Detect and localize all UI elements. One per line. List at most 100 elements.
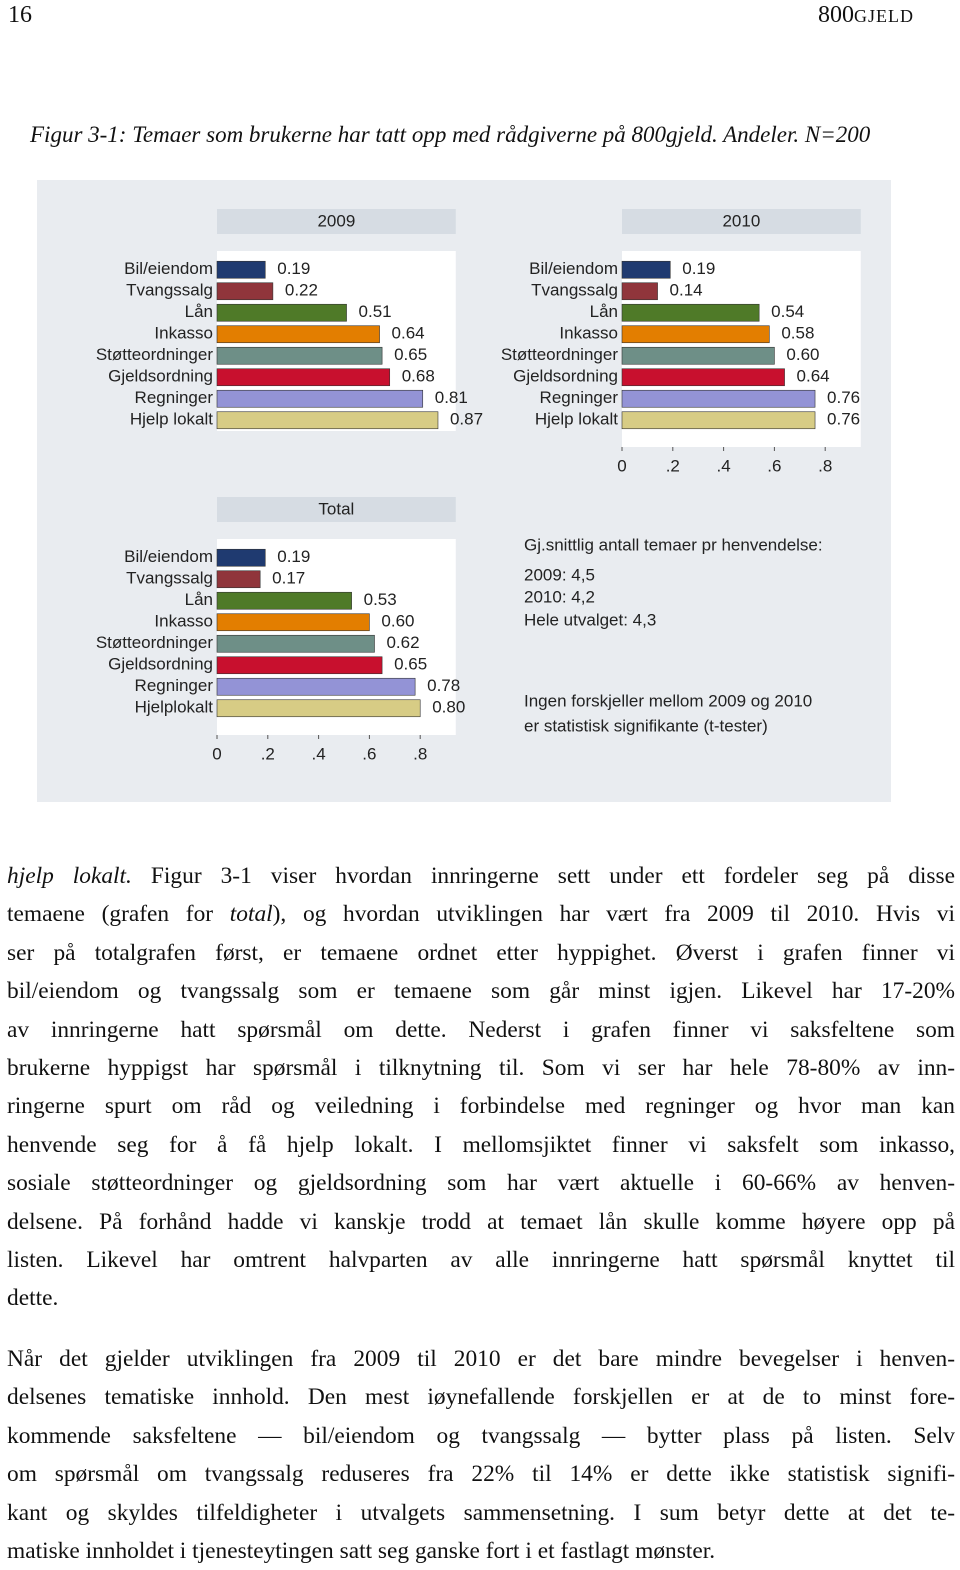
text: kommende saksfeltene — bil/eiendom og tv… — [7, 1422, 955, 1449]
bar — [621, 325, 770, 344]
category-label: Lån — [185, 302, 213, 321]
category-label: Regninger — [135, 676, 214, 695]
value-label: 0.17 — [272, 569, 305, 588]
text: av innringerne hatt spørsmål om dette. N… — [7, 1016, 955, 1043]
category-label: Hjelp lokalt — [130, 410, 213, 429]
x-tick-label: 0 — [212, 744, 221, 763]
text: kant og skyldes tilfeldigheter i utvalge… — [7, 1499, 955, 1526]
bar — [621, 260, 671, 279]
value-label: 0.65 — [394, 345, 427, 364]
bar — [621, 346, 775, 365]
bar — [216, 260, 266, 279]
category-label: Støtteordninger — [96, 345, 214, 364]
category-label: Tvangssalg — [531, 281, 618, 300]
x-tick-label: .8 — [818, 456, 832, 475]
bar — [621, 282, 658, 301]
text: ser på totalgrafen først, er temaene ord… — [7, 939, 955, 966]
category-label: Gjeldsordning — [108, 655, 213, 674]
text-line: Når det gjelder utviklingen fra 2009 til… — [7, 1340, 955, 1378]
text-line: sosiale støtteordninger og gjeldsordning… — [7, 1164, 955, 1202]
category-label: Regninger — [540, 388, 619, 407]
value-label: 0.19 — [277, 259, 310, 278]
note: 2010: 4,2 — [524, 587, 595, 606]
value-label: 0.19 — [682, 259, 715, 278]
category-label: Bil/eiendom — [124, 259, 213, 278]
value-label: 0.54 — [771, 302, 804, 321]
category-label: Gjeldsordning — [513, 367, 618, 386]
category-label: Gjeldsordning — [108, 367, 213, 386]
page-number: 16 — [8, 2, 32, 28]
text-line: kant og skyldes tilfeldigheter i utvalge… — [7, 1494, 955, 1532]
text-line: temaene (grafen for total), og hvordan u… — [7, 895, 955, 933]
text-line: ringerne spurt om råd og veiledning i fo… — [7, 1087, 955, 1125]
category-label: Lån — [590, 302, 618, 321]
category-label: Inkasso — [154, 324, 213, 343]
figure-caption: Figur 3-1: Temaer som brukerne har tatt … — [30, 122, 871, 147]
bar — [216, 411, 439, 430]
text-line: dette. — [7, 1279, 955, 1317]
note: Gj.snittlig antall temaer pr henvendelse… — [524, 535, 823, 554]
value-label: 0.62 — [386, 633, 419, 652]
emphasis: hjelp lokalt. — [7, 863, 132, 889]
panel-title: 2010 — [722, 211, 760, 230]
brand-number: 800 — [818, 2, 854, 28]
x-tick-label: .2 — [261, 744, 275, 763]
value-label: 0.64 — [392, 324, 425, 343]
value-label: 0.53 — [364, 590, 397, 609]
text-line: kommende saksfeltene — bil/eiendom og tv… — [7, 1417, 955, 1455]
value-label: 0.58 — [781, 324, 814, 343]
x-tick-label: .4 — [312, 744, 326, 763]
panel-header — [217, 209, 456, 234]
value-label: 0.14 — [670, 281, 703, 300]
text: temaene (grafen for — [7, 901, 230, 928]
category-label: Hjelp lokalt — [535, 410, 618, 429]
text-line: bil/eiendom og tvangssalg som er temaene… — [7, 972, 955, 1010]
text-line: ser på totalgrafen først, er temaene ord… — [7, 934, 955, 972]
text: ringerne spurt om råd og veiledning i fo… — [7, 1093, 955, 1120]
bar — [216, 570, 261, 589]
value-label: 0.76 — [827, 388, 860, 407]
text: Figur 3-1 viser hvordan innringerne sett… — [131, 863, 956, 889]
bar — [216, 656, 383, 675]
emphasis: total — [229, 901, 273, 928]
bar — [216, 303, 347, 322]
category-label: Lån — [185, 590, 213, 609]
text: ), og hvordan utviklingen har vært fra 2… — [272, 901, 955, 928]
x-tick-label: .2 — [666, 456, 680, 475]
category-label: Støtteordninger — [501, 345, 619, 364]
text: brukerne hyppigst har spørsmål i tilknyt… — [7, 1054, 955, 1081]
x-tick-label: .8 — [413, 744, 427, 763]
note: er statistisk signifikante (t-tester) — [524, 716, 768, 735]
bar — [216, 677, 416, 696]
value-label: 0.60 — [786, 345, 819, 364]
brand: 800GJELD — [818, 2, 914, 29]
text-line: hjelp lokalt. Figur 3-1 viser hvordan in… — [7, 857, 955, 895]
bar — [216, 389, 424, 408]
value-label: 0.60 — [381, 612, 414, 631]
text: listen. Likevel har omtrent halvparten a… — [7, 1246, 955, 1273]
x-tick-label: .4 — [717, 456, 731, 475]
value-label: 0.65 — [394, 655, 427, 674]
bar — [216, 548, 266, 567]
value-label: 0.78 — [427, 676, 460, 695]
figure: 2009 Bil/eiendom 0.19 Tvangssalg 0.22 Lån 0.51… — [37, 180, 891, 802]
category-label: Regninger — [135, 388, 214, 407]
value-label: 0.19 — [277, 547, 310, 566]
panel-title: Total — [318, 499, 354, 518]
bar — [621, 389, 816, 408]
note: Hele utvalget: 4,3 — [524, 610, 656, 629]
paragraph: hjelp lokalt. Figur 3-1 viser hvordan in… — [7, 857, 955, 1318]
bar — [216, 346, 383, 365]
x-tick-label: .6 — [767, 456, 781, 475]
text: sosiale støtteordninger og gjeldsordning… — [7, 1170, 955, 1197]
bar — [216, 613, 370, 632]
category-label: Hjelplokalt — [135, 698, 214, 717]
category-label: Tvangssalg — [126, 569, 213, 588]
text: Når det gjelder utviklingen fra 2009 til… — [7, 1346, 955, 1372]
bar — [621, 368, 785, 387]
category-label: Bil/eiendom — [529, 259, 618, 278]
value-label: 0.80 — [432, 698, 465, 717]
category-label: Tvangssalg — [126, 281, 213, 300]
text: matiske innholdet i tjenesteytingen satt… — [7, 1537, 716, 1564]
